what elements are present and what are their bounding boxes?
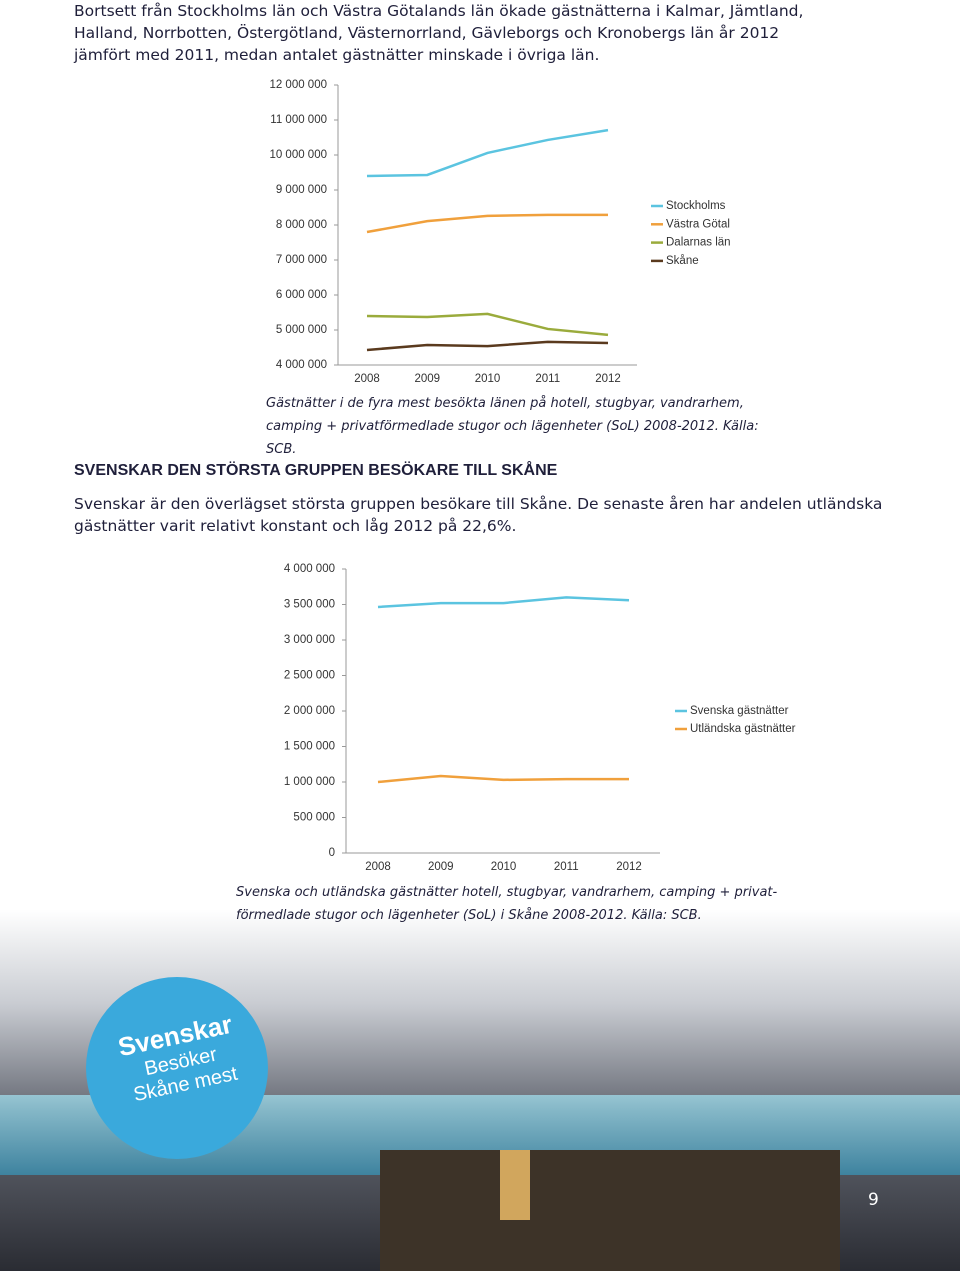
- y-tick-label: 8 000 000: [276, 219, 327, 231]
- y-tick-label: 500 000: [293, 812, 335, 824]
- legend-label: Stockholms: [666, 200, 726, 212]
- paragraph: Bortsett från Stockholms län och Västra …: [74, 2, 804, 64]
- y-tick-label: 6 000 000: [276, 289, 327, 301]
- legend-label: Utländska gästnätter: [690, 723, 796, 735]
- x-tick-label: 2010: [491, 861, 517, 873]
- page-number: 9: [868, 1190, 879, 1210]
- y-tick-label: 3 000 000: [284, 634, 335, 646]
- x-tick-label: 2008: [365, 861, 391, 873]
- x-tick-label: 2012: [595, 373, 621, 385]
- candle: [500, 1150, 530, 1220]
- line-series: [377, 774, 629, 784]
- legend-label: Dalarnas län: [666, 237, 731, 249]
- y-tick-label: 9 000 000: [276, 184, 327, 196]
- y-tick-label: 3 500 000: [284, 599, 335, 611]
- y-tick-label: 4 000 000: [284, 563, 335, 575]
- y-tick-label: 5 000 000: [276, 324, 327, 336]
- y-tick-label: 1 000 000: [284, 776, 335, 788]
- y-tick-label: 11 000 000: [270, 114, 327, 126]
- y-tick-label: 4 000 000: [276, 359, 327, 371]
- x-tick-label: 2012: [616, 861, 642, 873]
- heading: SVENSKAR DEN STÖRSTA GRUPPEN BESÖKARE TI…: [74, 462, 558, 479]
- x-tick-label: 2009: [414, 373, 440, 385]
- caption: Gästnätter i de fyra mest besökta länen …: [266, 396, 759, 457]
- y-tick-label: 2 000 000: [284, 705, 335, 717]
- x-tick-label: 2008: [354, 373, 380, 385]
- x-tick-label: 2011: [535, 373, 560, 385]
- line-series: [366, 213, 608, 234]
- legend-label: Skåne: [666, 255, 699, 267]
- line-series: [377, 596, 630, 609]
- paragraph: Svenskar är den överlägset största grupp…: [74, 495, 883, 535]
- line-series: [366, 312, 609, 337]
- x-tick-label: 2011: [554, 861, 579, 873]
- x-tick-label: 2009: [428, 861, 454, 873]
- y-tick-label: 1 500 000: [284, 741, 335, 753]
- legend-label: Västra Götal: [666, 218, 730, 230]
- line-series: [366, 340, 609, 352]
- badge: [86, 977, 268, 1159]
- x-tick-label: 2010: [475, 373, 501, 385]
- legend-label: Svenska gästnätter: [690, 705, 789, 717]
- y-tick-label: 2 500 000: [284, 670, 335, 682]
- y-tick-label: 7 000 000: [276, 254, 327, 266]
- y-tick-label: 10 000 000: [269, 149, 327, 161]
- y-tick-label: 0: [329, 847, 335, 859]
- caption: Svenska och utländska gästnätter hotell,…: [236, 885, 778, 923]
- y-tick-label: 12 000 000: [269, 79, 327, 91]
- table: [380, 1150, 840, 1271]
- line-series: [366, 128, 609, 178]
